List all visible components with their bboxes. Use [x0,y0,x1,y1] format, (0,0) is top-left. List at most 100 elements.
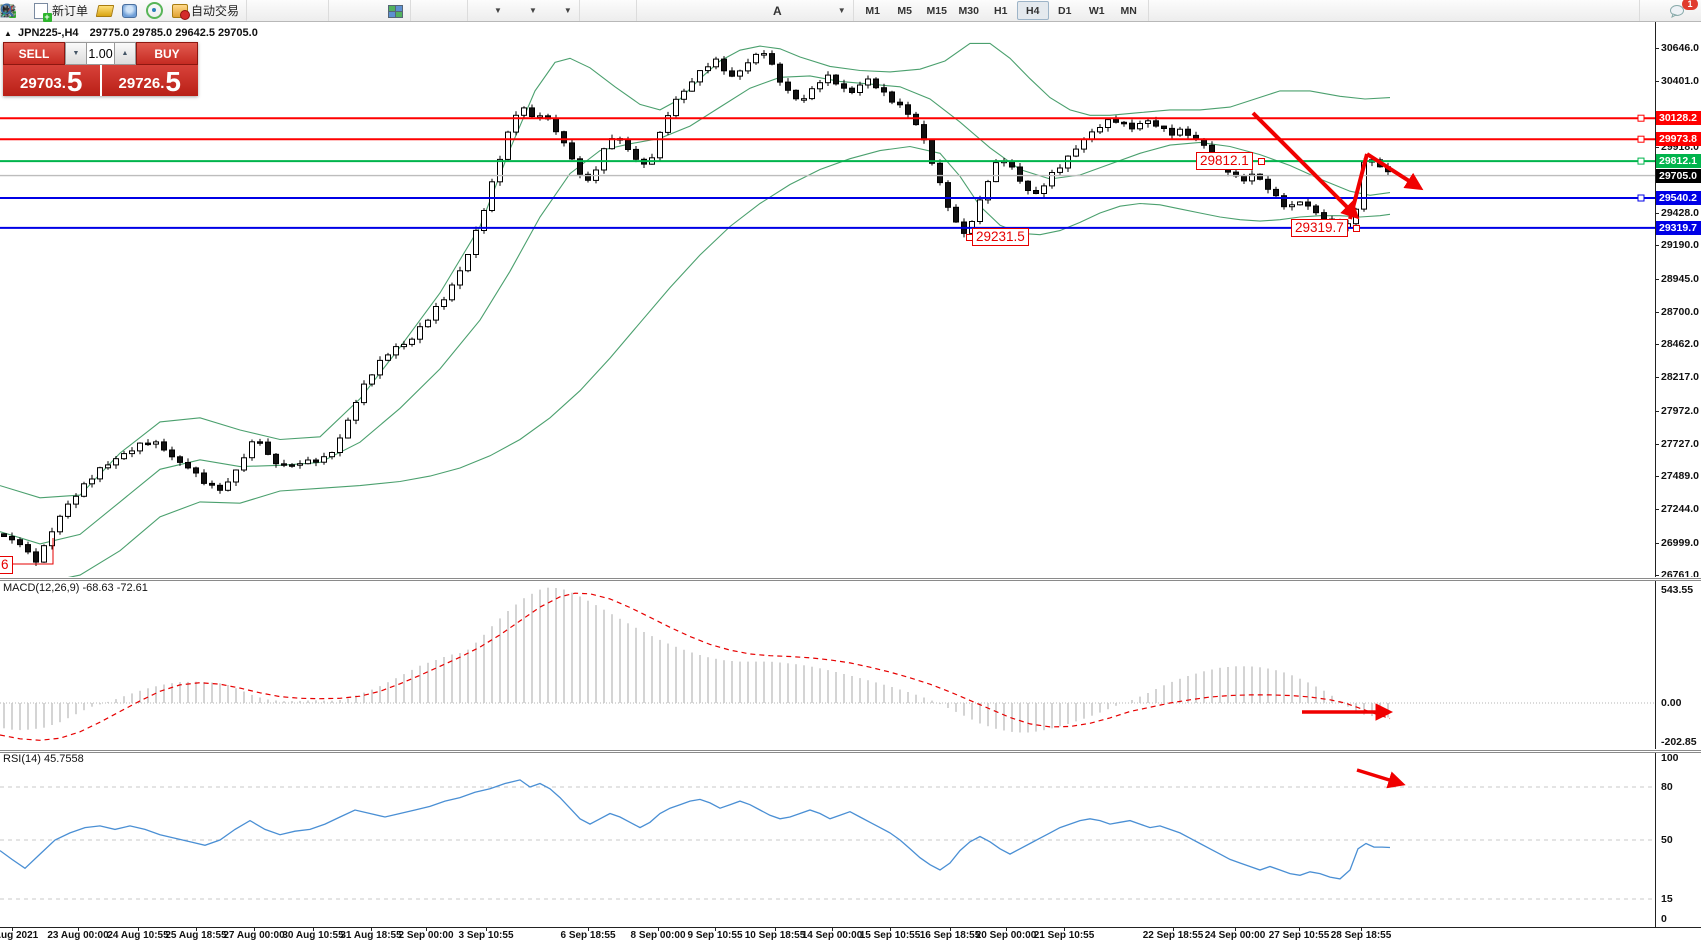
timeframe-button-w1[interactable]: W1 [1088,4,1105,17]
price-tick-label: 28462.0 [1661,338,1699,350]
price-tick-mark [1655,279,1659,280]
price-tick-label: 27972.0 [1661,405,1699,417]
annotation-anchor-handle[interactable] [966,234,973,241]
time-tick-label[interactable]: 15 Sep 10:55 [859,930,921,941]
time-tick-mark [890,927,891,931]
chart-shift-button[interactable] [1,2,463,20]
timeframe-button-m30[interactable]: M30 [958,4,979,17]
timeframe-button-h1[interactable]: H1 [994,4,1008,17]
time-tick-label[interactable]: 10 Sep 18:55 [744,930,806,941]
zoom-in-button[interactable] [1,2,356,20]
auto-scroll-button[interactable] [1,2,438,20]
crosshair-tool-button[interactable] [1,2,632,20]
price-annotation-label[interactable]: 29812.1 [1196,152,1253,170]
candlestick-chart-icon [1,3,296,19]
time-tick-label[interactable]: 20 Sep 00:00 [975,930,1037,941]
buy-button[interactable]: BUY [136,42,198,65]
vertical-line-tool[interactable] [5,2,664,20]
time-tick-label[interactable]: 31 Aug 18:55 [340,930,402,941]
time-tick-label[interactable]: 24 Sep 00:00 [1204,930,1266,941]
zoom-out-button[interactable] [1,2,381,20]
autotrading-button[interactable]: 自动交易 [168,2,242,20]
time-tick-label[interactable]: 23 Aug 00:00 [47,930,109,941]
arrows-tool[interactable]: ▼ [1,2,849,20]
time-tick-mark [486,927,487,931]
time-tick-label[interactable]: 21 Sep 10:55 [1033,930,1095,941]
time-tick-label[interactable]: 27 Sep 10:55 [1268,930,1330,941]
fibonacci-tool[interactable]: F [1,2,764,20]
time-tick-label[interactable]: 30 Aug 10:55 [282,930,344,941]
channel-tool[interactable]: E [0,2,739,20]
buy-price[interactable]: 29726. 5 [101,65,198,96]
signal-button[interactable] [143,2,166,20]
annotation-anchor-handle[interactable] [1353,225,1360,232]
indicator-axis-label: 50 [1661,834,1673,846]
time-tick-label[interactable]: 8 Sep 00:00 [630,930,686,941]
sell-button[interactable]: SELL [3,42,65,65]
time-tick-label[interactable]: 3 Sep 10:55 [458,930,514,941]
timeframe-button-h4[interactable]: H4 [1016,1,1049,20]
macd-indicator-pane[interactable] [0,580,1655,750]
timeframe-button-m5[interactable]: M5 [897,4,913,17]
sell-price-big-digit: 5 [66,66,83,97]
volume-input[interactable]: 1.00 [87,42,114,65]
text-tool-icon: A [772,3,782,18]
price-annotation-label[interactable]: 6 [0,556,13,574]
timeframe-button-m1[interactable]: M1 [865,4,881,17]
price-tick-label: 28700.0 [1661,306,1699,318]
time-tick-label[interactable]: 27 Aug 00:00 [223,930,285,941]
bar-chart-button[interactable] [1,2,274,20]
line-chart-button[interactable] [0,2,324,20]
price-tag-29812.1: 29812.1 [1656,154,1701,168]
annotation-anchor-handle[interactable] [1258,158,1265,165]
horizontal-line-tool[interactable] [1,2,689,20]
price-annotation-label[interactable]: 29319.7 [1291,219,1348,237]
time-tick-mark [1006,927,1007,931]
time-tick-mark [78,927,79,931]
price-tag-29705.0: 29705.0 [1656,169,1701,183]
sell-price[interactable]: 29703. 5 [3,65,102,96]
chat-icon [1670,3,1689,19]
text-label-tool[interactable]: T [0,2,814,20]
timeframe-button-d1[interactable]: D1 [1058,4,1072,17]
volume-decrease-button[interactable]: ▼ [65,42,87,65]
data-window-icon [121,3,138,19]
volume-increase-button[interactable]: ▲ [114,42,136,65]
time-tick-label[interactable]: 16 Sep 18:55 [919,930,981,941]
time-tick-label[interactable]: 24 Aug 10:55 [107,930,169,941]
template-button[interactable]: ▼ [0,2,575,20]
chart-title-triangle-icon: ▲ [4,29,12,38]
time-tick-label[interactable]: 14 Sep 00:00 [801,930,863,941]
time-tick-label[interactable]: 25 Aug 18:55 [165,930,227,941]
trendline-tool[interactable] [0,2,714,20]
tile-windows-button[interactable] [383,2,406,20]
timeframe-button-m15[interactable]: M15 [926,4,947,17]
text-tool[interactable]: A [766,2,789,20]
time-tick-label[interactable]: 6 Sep 18:55 [560,930,616,941]
rsi-indicator-pane[interactable] [0,752,1655,927]
cursor-tool-button[interactable] [2,2,607,20]
time-tick-label[interactable]: 2 Sep 00:00 [398,930,454,941]
data-window-button[interactable] [118,2,141,20]
timeframe-button-mn[interactable]: MN [1120,4,1137,17]
add-indicator-button[interactable]: ▼ [0,2,505,20]
time-tick-label[interactable]: 22 Sep 18:55 [1142,930,1204,941]
time-tick-label[interactable]: 9 Sep 10:55 [687,930,743,941]
price-annotation-label[interactable]: 29231.5 [972,228,1029,246]
pane-separator-macd[interactable] [0,577,1701,581]
pane-separator-rsi[interactable] [0,749,1701,753]
period-button[interactable]: ▼ [0,2,540,20]
main-price-chart[interactable] [0,22,1655,578]
chat-button[interactable]: 1 [1669,0,1698,20]
bar-chart-icon [1,3,271,19]
time-tick-label[interactable]: 9 Aug 2021 [0,930,39,941]
market-watch-button[interactable] [93,2,116,20]
new-order-button[interactable]: + 新订单 [29,2,91,22]
rsi-title: RSI(14) 45.7558 [3,753,84,765]
candlestick-chart-button[interactable] [1,2,299,20]
price-tick-label: 28217.0 [1661,371,1699,383]
time-tick-mark [12,927,13,931]
time-tick-label[interactable]: 28 Sep 18:55 [1330,930,1392,941]
buy-price-main: 29726. [118,75,165,92]
search-button[interactable] [0,2,1667,20]
